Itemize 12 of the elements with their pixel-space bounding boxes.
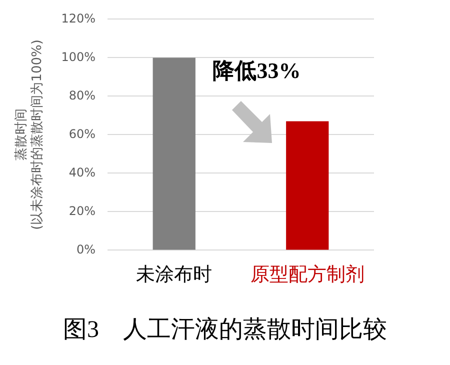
annotation: 降低33% (212, 58, 301, 83)
y-tick-label: 40% (68, 165, 96, 180)
y-tick-label: 60% (68, 126, 96, 141)
text: 图3 人工汗液的蒸散时间比较 (62, 316, 388, 345)
x-tick-label: 未涂布时 (136, 264, 212, 286)
y-tick-label: 100% (61, 50, 96, 64)
y-tick-label: 0% (76, 242, 96, 256)
y-axis-title: 蒸散时间 (以未涂布时的蒸散时间为100%) (14, 40, 45, 230)
y-tick-label: 20% (68, 204, 96, 218)
y-tick-label: 80% (68, 88, 96, 102)
x-tick-label: 原型配方制剂 (250, 264, 364, 286)
y-tick-label: 120% (61, 11, 96, 26)
